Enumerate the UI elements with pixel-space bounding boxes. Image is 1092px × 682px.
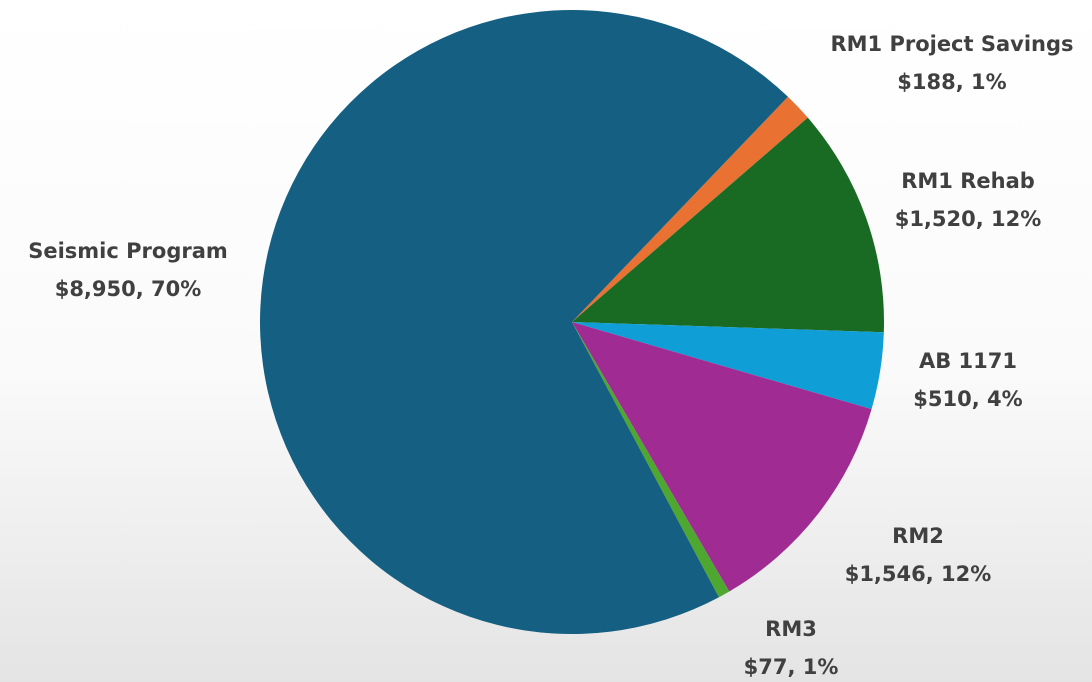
pie-slice [572, 322, 884, 410]
pie-slice [260, 10, 788, 635]
slice-name: RM1 Project Savings [830, 32, 1073, 56]
slice-name: AB 1171 [919, 349, 1017, 373]
slice-value-label: $188, 1% [897, 70, 1006, 94]
slice-value-label: $1,546, 12% [845, 562, 992, 586]
slice-name: RM3 [765, 617, 817, 641]
slice-value-label: $1,520, 12% [895, 207, 1042, 231]
slice-name: RM2 [892, 524, 944, 548]
slice-value-label: $77, 1% [744, 655, 839, 679]
pie-slice [572, 117, 884, 333]
pie-slice [572, 322, 730, 598]
slice-value-label: $8,950, 70% [55, 277, 202, 301]
pie-slice [572, 322, 872, 592]
slice-name: Seismic Program [28, 239, 228, 263]
pie-slice [572, 96, 808, 322]
slice-name: RM1 Rehab [901, 169, 1035, 193]
slice-value-label: $510, 4% [913, 387, 1022, 411]
